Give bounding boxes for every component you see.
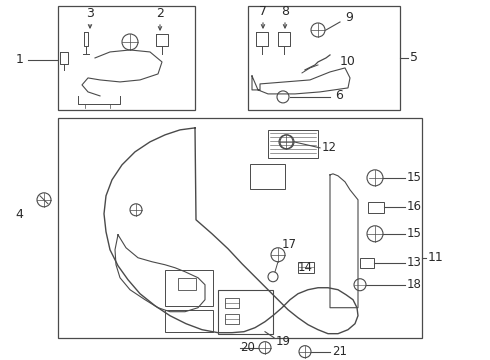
Text: 14: 14: [298, 261, 313, 274]
Text: 17: 17: [282, 238, 297, 251]
Text: 18: 18: [407, 278, 422, 291]
Bar: [368, 202, 384, 213]
Text: 7: 7: [259, 5, 267, 18]
Text: 10: 10: [340, 55, 356, 68]
Text: 16: 16: [407, 200, 422, 213]
Text: 3: 3: [86, 8, 94, 21]
Text: 11: 11: [428, 251, 444, 264]
Bar: [248, 6, 400, 110]
Text: 20: 20: [240, 341, 255, 354]
Bar: [58, 6, 195, 110]
Text: 9: 9: [345, 12, 353, 24]
Text: 15: 15: [407, 171, 422, 184]
Text: 2: 2: [156, 8, 164, 21]
Text: 6: 6: [335, 89, 343, 102]
Bar: [360, 258, 374, 268]
Text: 12: 12: [322, 141, 337, 154]
Text: 21: 21: [332, 345, 347, 358]
Text: 1: 1: [16, 53, 24, 67]
Bar: [218, 290, 273, 334]
Bar: [165, 270, 213, 306]
Text: 15: 15: [407, 227, 422, 240]
Text: 19: 19: [276, 335, 291, 348]
Text: 4: 4: [15, 208, 23, 221]
Bar: [58, 118, 422, 338]
Bar: [225, 298, 239, 308]
Text: 8: 8: [281, 5, 289, 18]
Bar: [225, 314, 239, 324]
Bar: [165, 310, 213, 332]
Bar: [268, 130, 318, 158]
Bar: [178, 278, 196, 290]
Bar: [250, 164, 285, 189]
Text: 5: 5: [410, 51, 418, 64]
Bar: [298, 262, 314, 273]
Text: 13: 13: [407, 256, 422, 269]
